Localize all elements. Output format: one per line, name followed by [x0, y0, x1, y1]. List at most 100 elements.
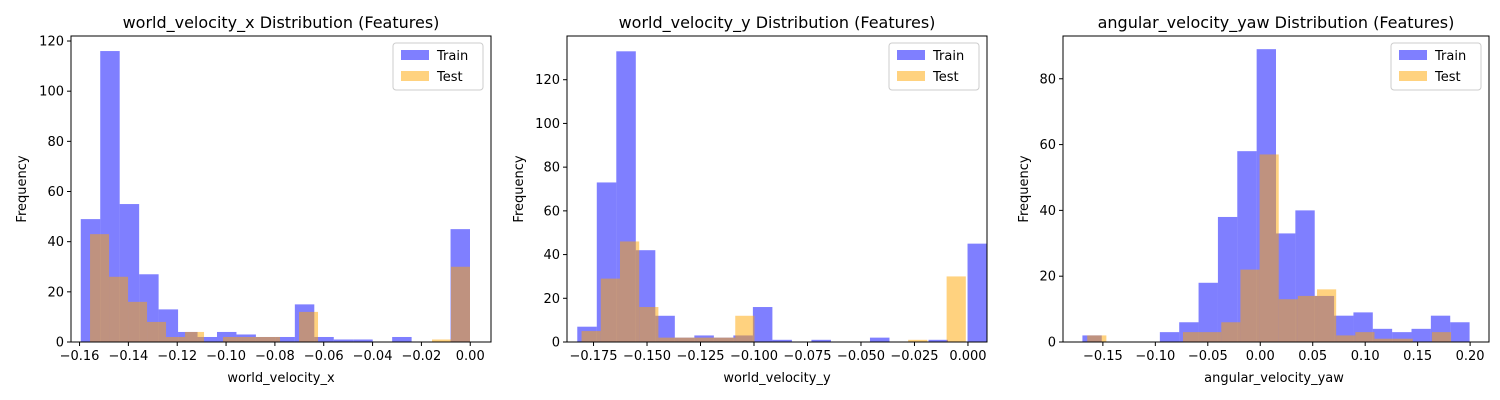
legend-label-train: Train [436, 49, 468, 64]
bar-train [928, 339, 949, 342]
bar-test [1202, 332, 1222, 342]
chart-title: world_velocity_y Distribution (Features) [619, 13, 936, 33]
bar-test [1393, 338, 1413, 342]
y-tick-label: 120 [39, 35, 64, 50]
legend-label-test: Test [932, 70, 959, 85]
x-tick-label: 0.15 [1403, 349, 1432, 364]
x-tick-label: −0.14 [108, 349, 148, 364]
y-tick-label: 60 [543, 204, 560, 219]
bar-test [1182, 332, 1203, 342]
bar-train [1159, 332, 1180, 342]
bar-test [581, 331, 601, 342]
x-tick-label: −0.15 [1083, 349, 1123, 364]
bar-train [752, 307, 773, 342]
bar-test [109, 276, 129, 342]
subplot-3: angular_velocity_yaw Distribution (Featu… [1017, 13, 1490, 386]
series-test [581, 241, 966, 342]
bar-test [261, 336, 281, 342]
bar-test [1278, 299, 1298, 342]
legend-label-train: Train [1434, 49, 1466, 64]
subplot-1: world_velocity_x Distribution (Features)… [15, 13, 492, 386]
bar-train [1450, 322, 1470, 342]
bar-test [696, 337, 717, 342]
bar-train [869, 337, 890, 342]
bar-train [967, 243, 988, 342]
series-test [90, 234, 470, 342]
legend-label-test: Test [436, 70, 463, 85]
subplot-2: world_velocity_y Distribution (Features)… [512, 13, 988, 386]
bar-train [353, 339, 373, 342]
y-tick-label: 60 [1039, 138, 1056, 153]
legend-swatch-train [1399, 50, 1427, 60]
x-tick-label: 0.00 [456, 349, 485, 364]
x-tick-label: −0.025 [890, 349, 938, 364]
y-axis-label: Frequency [512, 155, 527, 222]
bar-test [1317, 289, 1337, 342]
legend-swatch-test [897, 71, 925, 81]
axes-frame [1062, 35, 1490, 343]
x-tick-label: 0.20 [1456, 349, 1485, 364]
bar-test [1431, 332, 1452, 342]
y-tick-label: 40 [543, 248, 560, 263]
x-tick-label: −0.12 [157, 349, 197, 364]
x-axis-label: world_velocity_x [227, 371, 335, 386]
legend-swatch-test [401, 71, 429, 81]
y-tick-label: 0 [552, 336, 560, 351]
bar-train [1411, 328, 1431, 342]
y-tick-label: 0 [56, 336, 64, 351]
x-axis-label: angular_velocity_yaw [1204, 371, 1344, 386]
y-tick-label: 0 [1048, 336, 1056, 351]
x-tick-label: −0.175 [569, 349, 617, 364]
bar-train [1392, 332, 1412, 342]
bar-test [1336, 335, 1356, 342]
x-tick-label: 0.05 [1298, 349, 1327, 364]
bar-test [1221, 322, 1241, 342]
x-tick-label: −0.125 [676, 349, 724, 364]
x-tick-label: −0.04 [353, 349, 393, 364]
x-tick-label: −0.050 [837, 349, 885, 364]
y-tick-label: 40 [47, 235, 64, 250]
x-tick-label: −0.10 [206, 349, 246, 364]
x-tick-label: 0.000 [949, 349, 986, 364]
bar-test [677, 337, 697, 342]
bar-train [1198, 282, 1218, 342]
bar-test [1259, 154, 1279, 342]
bar-test [716, 337, 736, 342]
legend-label-test: Test [1434, 70, 1461, 85]
bar-train [392, 336, 412, 342]
bar-train [1217, 216, 1238, 342]
bar-test [735, 315, 755, 342]
legend: Train Test [888, 42, 980, 91]
y-tick-label: 60 [47, 185, 64, 200]
y-tick-label: 80 [1039, 72, 1056, 87]
y-tick-label: 80 [543, 161, 560, 176]
y-tick-label: 120 [535, 73, 560, 88]
bar-test [166, 336, 186, 342]
bar-test [451, 266, 470, 342]
y-tick-label: 20 [543, 292, 560, 307]
bar-test [600, 278, 620, 342]
bar-test [1240, 269, 1260, 342]
bar-test [299, 311, 319, 342]
axes-frame [70, 35, 492, 343]
x-tick-label: −0.100 [730, 349, 778, 364]
bar-test [223, 336, 243, 342]
x-tick-label: −0.16 [60, 349, 100, 364]
bar-test [185, 331, 205, 342]
legend: Train Test [1390, 42, 1482, 91]
bar-train [275, 336, 295, 342]
axes-frame [566, 35, 988, 343]
bar-test [946, 276, 966, 342]
bar-test [908, 339, 928, 342]
chart-title: angular_velocity_yaw Distribution (Featu… [1098, 13, 1455, 33]
bar-test [128, 301, 148, 342]
series-test [1087, 154, 1452, 342]
x-tick-label: 0.10 [1351, 349, 1380, 364]
legend-swatch-train [401, 50, 429, 60]
x-tick-label: −0.08 [255, 349, 295, 364]
x-tick-label: −0.02 [401, 349, 441, 364]
bar-test [639, 307, 659, 342]
chart-title: world_velocity_x Distribution (Features) [123, 13, 440, 33]
y-tick-label: 80 [47, 135, 64, 150]
